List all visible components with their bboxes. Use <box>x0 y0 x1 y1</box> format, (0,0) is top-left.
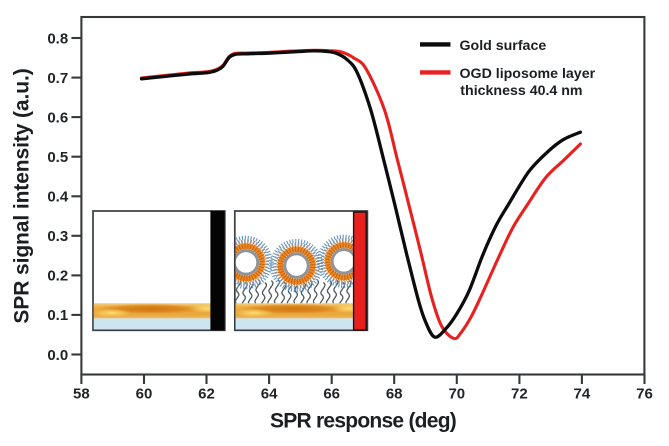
svg-text:0.6: 0.6 <box>47 109 68 126</box>
svg-text:0.5: 0.5 <box>47 149 68 166</box>
svg-text:Gold surface: Gold surface <box>460 38 547 54</box>
svg-text:68: 68 <box>386 386 403 403</box>
svg-text:74: 74 <box>574 386 591 403</box>
svg-text:72: 72 <box>511 386 528 403</box>
svg-text:OGD liposome layer: OGD liposome layer <box>460 66 596 82</box>
svg-text:76: 76 <box>636 386 653 403</box>
svg-text:0.0: 0.0 <box>47 347 68 364</box>
svg-text:62: 62 <box>198 386 215 403</box>
svg-text:60: 60 <box>136 386 153 403</box>
svg-text:0.1: 0.1 <box>47 307 68 324</box>
svg-text:0.4: 0.4 <box>47 189 69 206</box>
svg-text:0.8: 0.8 <box>47 30 68 47</box>
svg-text:66: 66 <box>323 386 340 403</box>
svg-text:58: 58 <box>73 386 90 403</box>
svg-text:64: 64 <box>261 386 278 403</box>
svg-text:0.2: 0.2 <box>47 268 68 285</box>
svg-text:0.3: 0.3 <box>47 228 68 245</box>
svg-text:SPR signal intensity (a.u.): SPR signal intensity (a.u.) <box>11 68 34 323</box>
svg-text:70: 70 <box>448 386 465 403</box>
svg-text:0.7: 0.7 <box>47 70 68 87</box>
svg-text:SPR response (deg): SPR response (deg) <box>270 410 456 433</box>
svg-text:thickness 40.4 nm: thickness 40.4 nm <box>460 83 582 99</box>
